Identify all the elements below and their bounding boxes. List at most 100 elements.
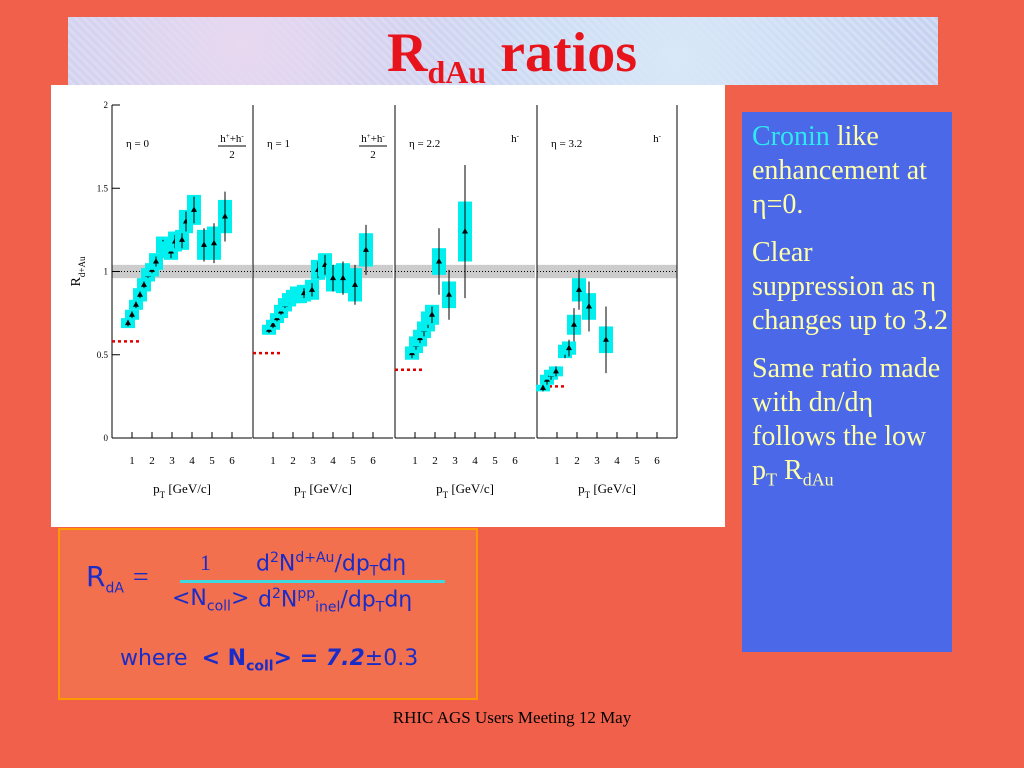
formula-lhs: RdA = [86, 560, 149, 597]
x-tick-label: 3 [169, 455, 175, 467]
x-axis-label: pT [GeV/c] [436, 481, 494, 500]
panel-label: η = 2.2 [409, 138, 440, 150]
data-point [540, 384, 546, 391]
note-text: Same ratio made with dn/dη follows the l… [752, 353, 941, 486]
title-sub: dAu [427, 54, 487, 90]
species-den: 2 [229, 149, 235, 161]
formula-text: <N [172, 586, 207, 611]
x-tick-label: 2 [574, 455, 580, 467]
fraction-line [180, 580, 445, 583]
x-tick-label: 1 [412, 455, 418, 467]
formula-numerator: d2Nd+Au/dpTdη [256, 550, 406, 580]
panel-label: η = 0 [126, 138, 149, 150]
species-den: 2 [370, 149, 376, 161]
species-part: + [226, 132, 230, 140]
x-tick-label: 6 [229, 455, 235, 467]
y-label-sub: d+Au [77, 256, 87, 277]
data-point [446, 291, 452, 297]
formula-denominator: <Ncoll> [172, 586, 249, 614]
data-point [125, 319, 131, 326]
x-tick-label: 2 [290, 455, 296, 467]
x-label-sub: T [585, 490, 591, 500]
formula-value: 7.2 [325, 646, 365, 671]
x-label-sub: T [160, 490, 166, 500]
note-text: Cronin [752, 121, 830, 152]
note-text: like enhancement at η=0. [752, 121, 927, 220]
data-point [191, 206, 197, 212]
formula-text: N [280, 587, 298, 613]
species-part: +h [230, 133, 242, 145]
y-label-part: R [69, 276, 84, 286]
x-axis-label: pT [GeV/c] [578, 481, 636, 500]
formula-text: > = [273, 646, 326, 671]
x-axis-label: pT [GeV/c] [153, 481, 211, 500]
note: Cronin like enhancement at η=0. [752, 120, 948, 222]
note: Clear suppression as η changes up to 3.2 [752, 237, 948, 336]
data-point [576, 286, 582, 292]
data-point [340, 274, 346, 281]
data-point [330, 274, 336, 281]
species-label: h++h- [220, 132, 244, 145]
x-tick-label: 4 [614, 455, 620, 467]
x-tick-label: 3 [310, 455, 316, 467]
species-label: h- [653, 132, 662, 145]
formula-text: dη [378, 551, 407, 577]
y-axis-label: Rd+Au [69, 256, 87, 286]
species-part: - [517, 132, 520, 140]
data-point [179, 236, 185, 242]
x-label-sub: T [301, 490, 307, 500]
formula-text: R [86, 560, 106, 593]
data-point [153, 258, 159, 264]
species-part: h [220, 133, 226, 145]
x-tick-label: 2 [432, 455, 438, 467]
y-tick-label: 0 [104, 433, 109, 443]
species-part: - [659, 132, 662, 140]
data-point [141, 281, 147, 287]
panel-label: η = 3.2 [551, 138, 582, 150]
formula-text: < N [201, 646, 247, 671]
x-tick-label: 3 [452, 455, 458, 467]
formula-text: d [256, 551, 270, 577]
formula-text: 1 [200, 550, 211, 575]
x-label-part: p [436, 481, 443, 496]
data-point [211, 239, 217, 246]
formula-text: ±0.3 [364, 646, 419, 671]
species-part: h [511, 133, 517, 145]
y-tick-label: 1 [104, 267, 109, 277]
data-point [429, 311, 435, 317]
x-label-part: [GeV/c] [306, 481, 352, 496]
footer: RHIC AGS Users Meeting 12 May [392, 708, 632, 727]
x-label-sub: T [443, 490, 449, 500]
formula-sup: 2 [271, 586, 281, 602]
notes-box: Cronin like enhancement at η=0. Clear su… [742, 112, 952, 652]
x-tick-label: 4 [472, 455, 478, 467]
formula-sup: 2 [269, 550, 279, 566]
formula-sub: coll [246, 658, 274, 675]
data-point [222, 213, 228, 219]
note-sub: dAu [802, 469, 834, 490]
formula-denominator: d2Nppinel/dpTdη [258, 586, 412, 616]
x-tick-label: 1 [129, 455, 135, 467]
data-point [137, 291, 143, 297]
formula-sub: inel [315, 599, 341, 616]
data-point [603, 336, 609, 342]
formula-text: /dp [340, 587, 376, 613]
data-point [201, 241, 207, 247]
x-label-part: p [578, 481, 585, 496]
x-label-part: p [294, 481, 301, 496]
x-axis-label: pT [GeV/c] [294, 481, 352, 500]
formula-sub: T [369, 563, 379, 580]
formula-box: RdA = 1 d2Nd+Au/dpTdη <Ncoll> d2Nppinel/… [58, 528, 478, 700]
y-tick-label: 0.5 [97, 350, 109, 360]
x-label-part: [GeV/c] [165, 481, 211, 496]
species-part: - [241, 132, 244, 140]
y-tick-label: 1.5 [97, 183, 109, 193]
species-label: h++h- [361, 132, 385, 145]
data-point [571, 321, 577, 327]
y-tick-label: 2 [104, 100, 109, 110]
x-tick-label: 1 [270, 455, 276, 467]
x-tick-label: 5 [492, 455, 498, 467]
data-point [133, 301, 139, 307]
data-point [270, 321, 276, 327]
